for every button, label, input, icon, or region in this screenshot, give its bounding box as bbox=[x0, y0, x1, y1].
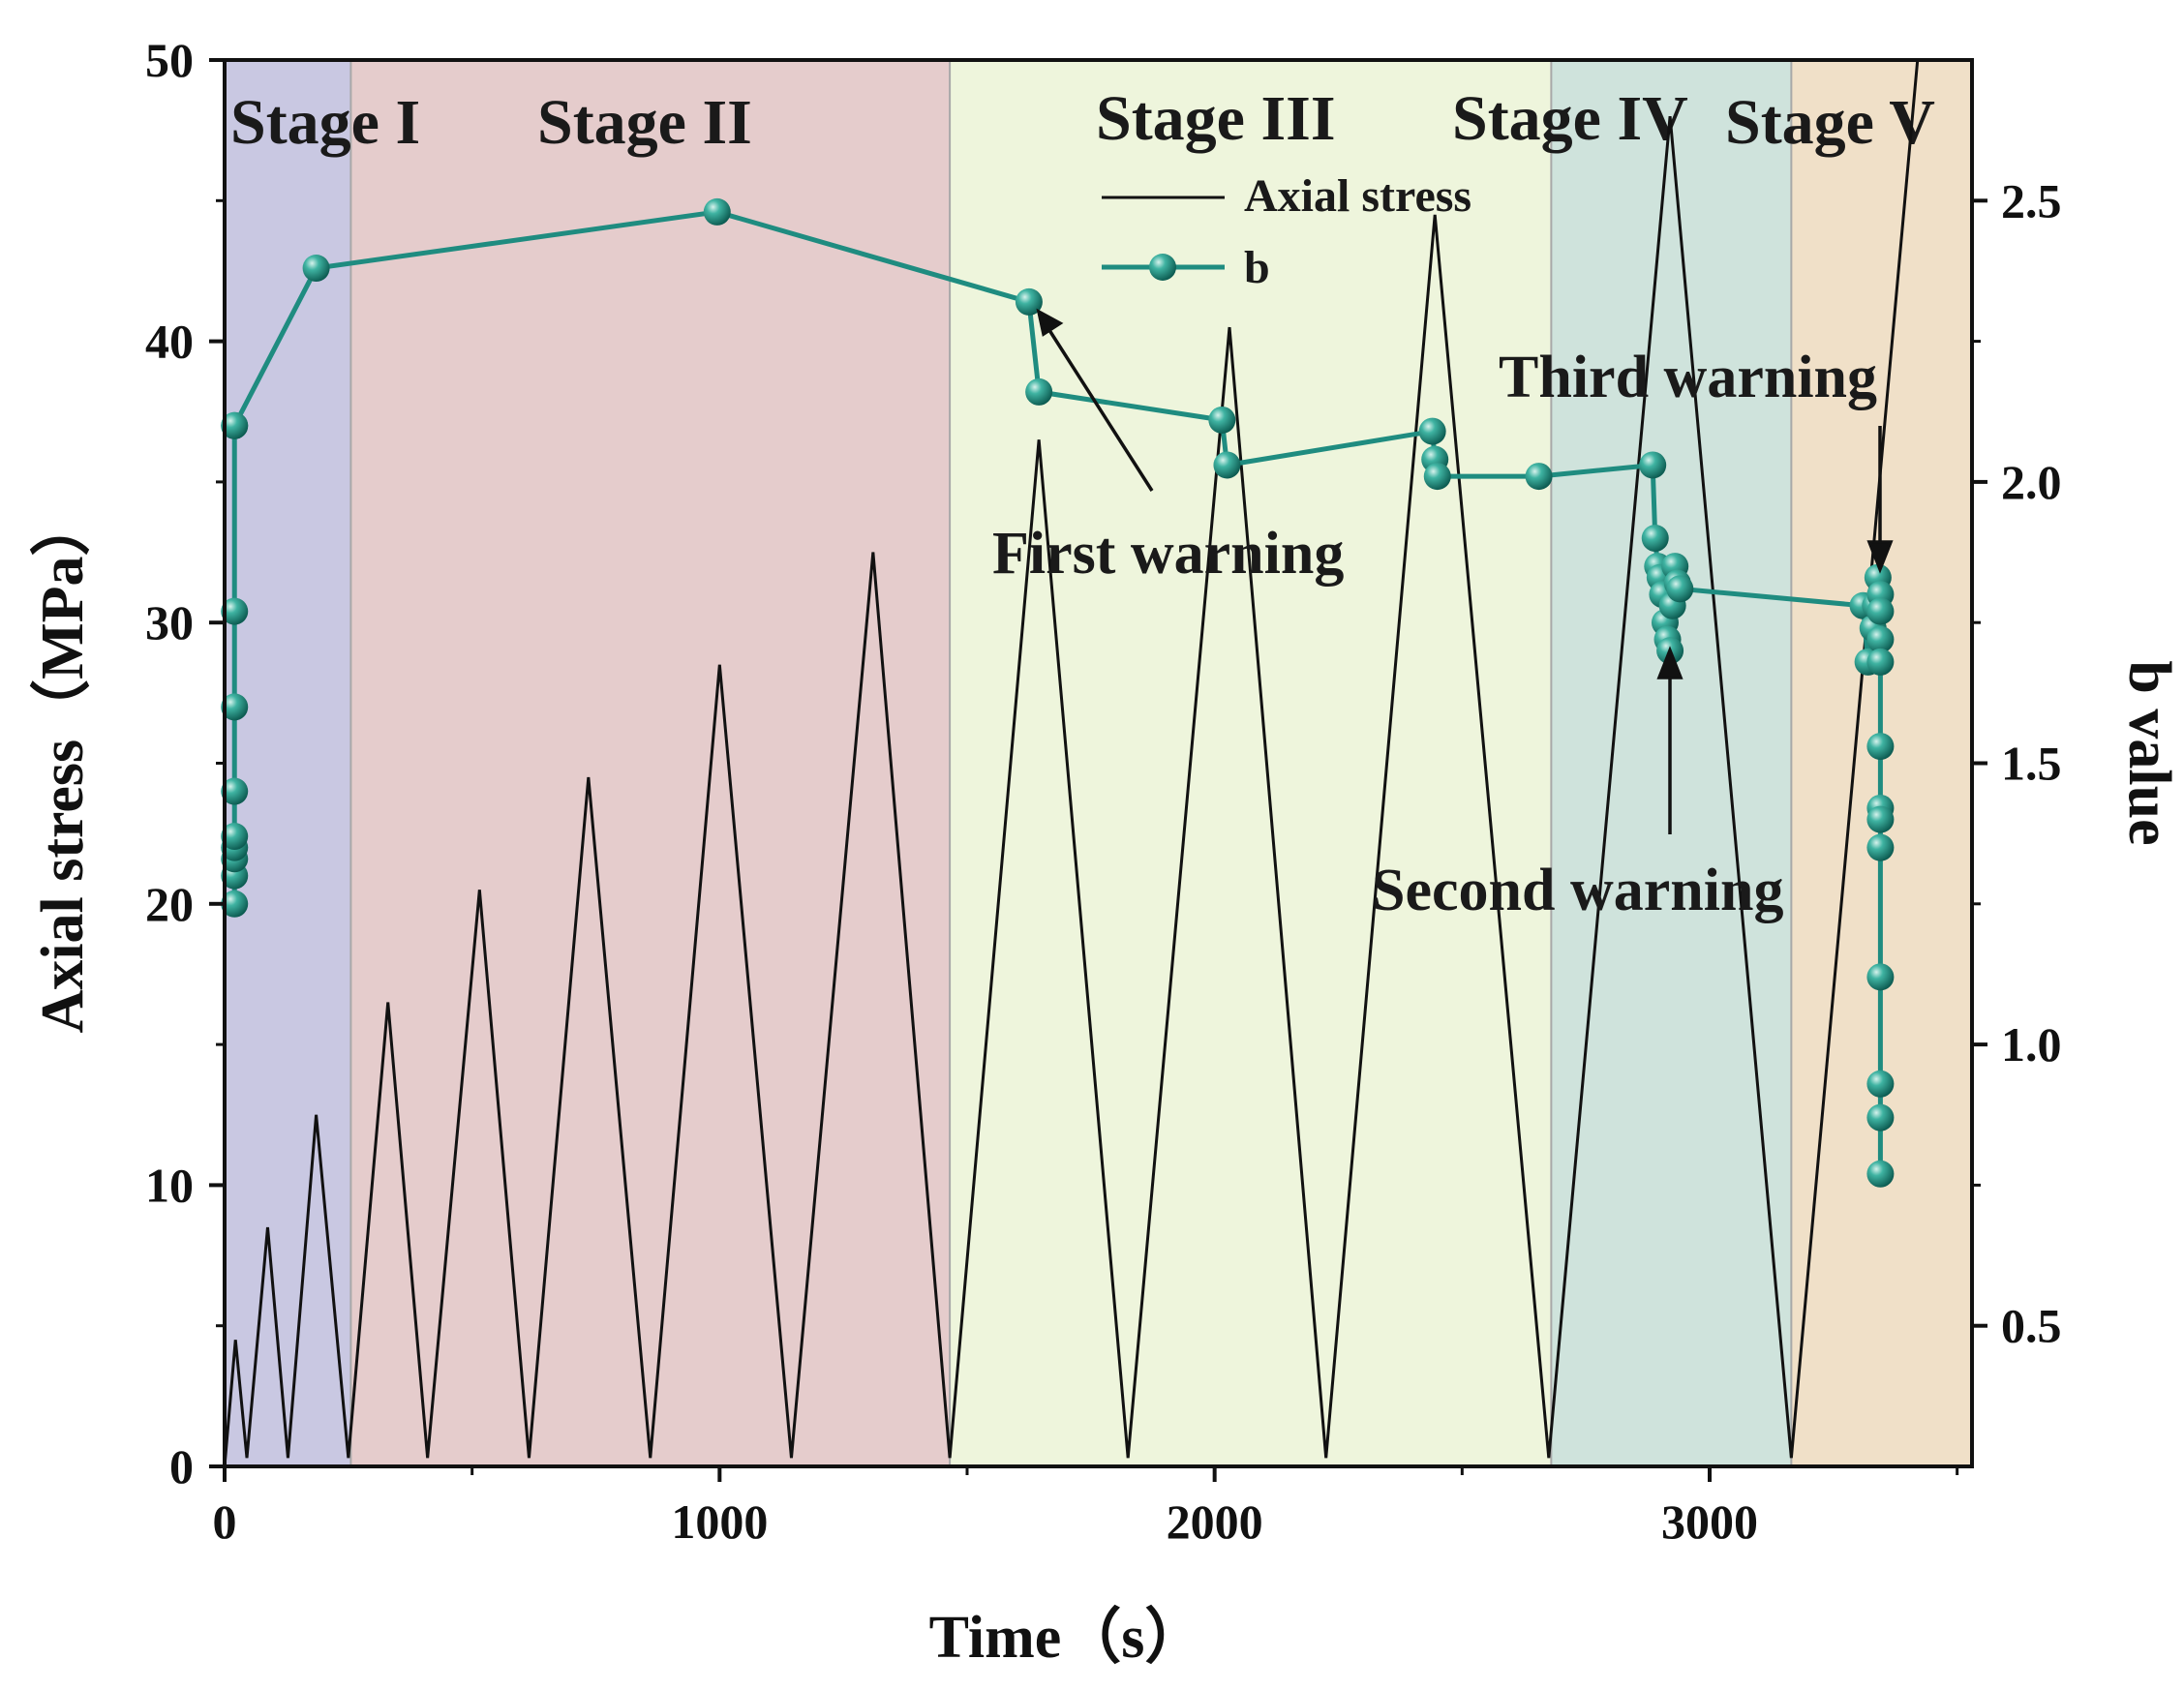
b-point bbox=[1213, 451, 1241, 479]
b-point bbox=[221, 890, 249, 918]
second-warning-label: Second warning bbox=[1372, 858, 1783, 923]
y2-axis-title: b value bbox=[2116, 660, 2182, 845]
y-tick-label: 10 bbox=[145, 1158, 194, 1212]
b-point bbox=[1866, 805, 1895, 833]
y2-tick-label: 0.5 bbox=[2001, 1299, 2062, 1353]
y2-tick-label: 1.5 bbox=[2001, 737, 2062, 791]
b-point bbox=[1866, 597, 1895, 625]
y-axis-ticks: 0 10 20 30 40 50 bbox=[145, 33, 225, 1494]
b-point bbox=[221, 411, 249, 439]
x-tick-label: 0 bbox=[213, 1494, 237, 1549]
stage-label-5: Stage V bbox=[1725, 87, 1935, 158]
b-point bbox=[1423, 463, 1451, 491]
b-point bbox=[1025, 377, 1053, 406]
axial-stress-line bbox=[223, 59, 1920, 1467]
stage-band-3 bbox=[950, 60, 1552, 1466]
stage-band-1 bbox=[225, 60, 351, 1466]
stage-bands bbox=[225, 60, 1972, 1466]
b-point bbox=[302, 255, 330, 283]
x-axis-ticks: 0 1000 2000 3000 bbox=[213, 1466, 1959, 1549]
y-tick-label: 40 bbox=[145, 315, 194, 369]
b-point bbox=[1525, 463, 1553, 491]
b-point bbox=[703, 197, 731, 226]
b-point bbox=[1866, 625, 1895, 653]
third-warning-label: Third warning bbox=[1499, 345, 1877, 410]
y2-tick-label: 2.0 bbox=[2001, 455, 2062, 509]
b-point bbox=[1866, 1070, 1895, 1098]
y-tick-label: 30 bbox=[145, 595, 194, 649]
x-tick-label: 1000 bbox=[671, 1494, 768, 1549]
third-warning-arrow bbox=[1866, 426, 1894, 574]
legend-axial-stress-label: Axial stress bbox=[1244, 170, 1471, 222]
b-point bbox=[221, 597, 249, 625]
b-point bbox=[1015, 287, 1043, 316]
b-point bbox=[1866, 1160, 1895, 1188]
first-warning-label: First warning bbox=[992, 521, 1344, 587]
stage-label-1: Stage I bbox=[230, 87, 420, 158]
b-point bbox=[1418, 417, 1446, 445]
y-tick-label: 20 bbox=[145, 877, 194, 931]
b-point bbox=[1866, 833, 1895, 861]
b-point bbox=[1866, 733, 1895, 761]
b-point bbox=[221, 777, 249, 805]
stage-dividers bbox=[349, 60, 1793, 1466]
b-point bbox=[1208, 406, 1236, 434]
stage-band-2 bbox=[350, 60, 951, 1466]
second-warning-arrow bbox=[1656, 646, 1684, 834]
stage-label-4: Stage IV bbox=[1452, 83, 1688, 154]
y2-tick-label: 2.5 bbox=[2001, 173, 2062, 227]
stage-label-3: Stage III bbox=[1096, 83, 1336, 154]
x-axis-title: Time（s） bbox=[929, 1603, 1205, 1671]
b-point bbox=[1866, 1103, 1895, 1132]
y2-tick-label: 1.0 bbox=[2001, 1017, 2062, 1071]
b-point bbox=[221, 693, 249, 721]
legend-b-label: b bbox=[1244, 242, 1270, 293]
first-warning-arrow bbox=[1036, 308, 1154, 492]
b-point bbox=[1866, 963, 1895, 991]
b-point bbox=[221, 823, 249, 851]
y-tick-label: 50 bbox=[145, 33, 194, 87]
b-point bbox=[1641, 525, 1669, 553]
b-point bbox=[1866, 648, 1895, 676]
x-tick-label: 3000 bbox=[1661, 1494, 1758, 1549]
y2-axis-ticks: 0.5 1.0 1.5 2.0 2.5 bbox=[1972, 173, 2062, 1353]
stage-label-2: Stage II bbox=[537, 87, 752, 158]
x-tick-label: 2000 bbox=[1167, 1494, 1263, 1549]
legend: Axial stress b bbox=[1102, 170, 1471, 293]
y-tick-label: 0 bbox=[169, 1439, 194, 1494]
legend-b-swatch-marker bbox=[1149, 254, 1176, 281]
b-point bbox=[1666, 575, 1694, 603]
y-axis-title: Axial stress（MPa） bbox=[28, 496, 96, 1033]
b-point bbox=[1639, 451, 1667, 479]
